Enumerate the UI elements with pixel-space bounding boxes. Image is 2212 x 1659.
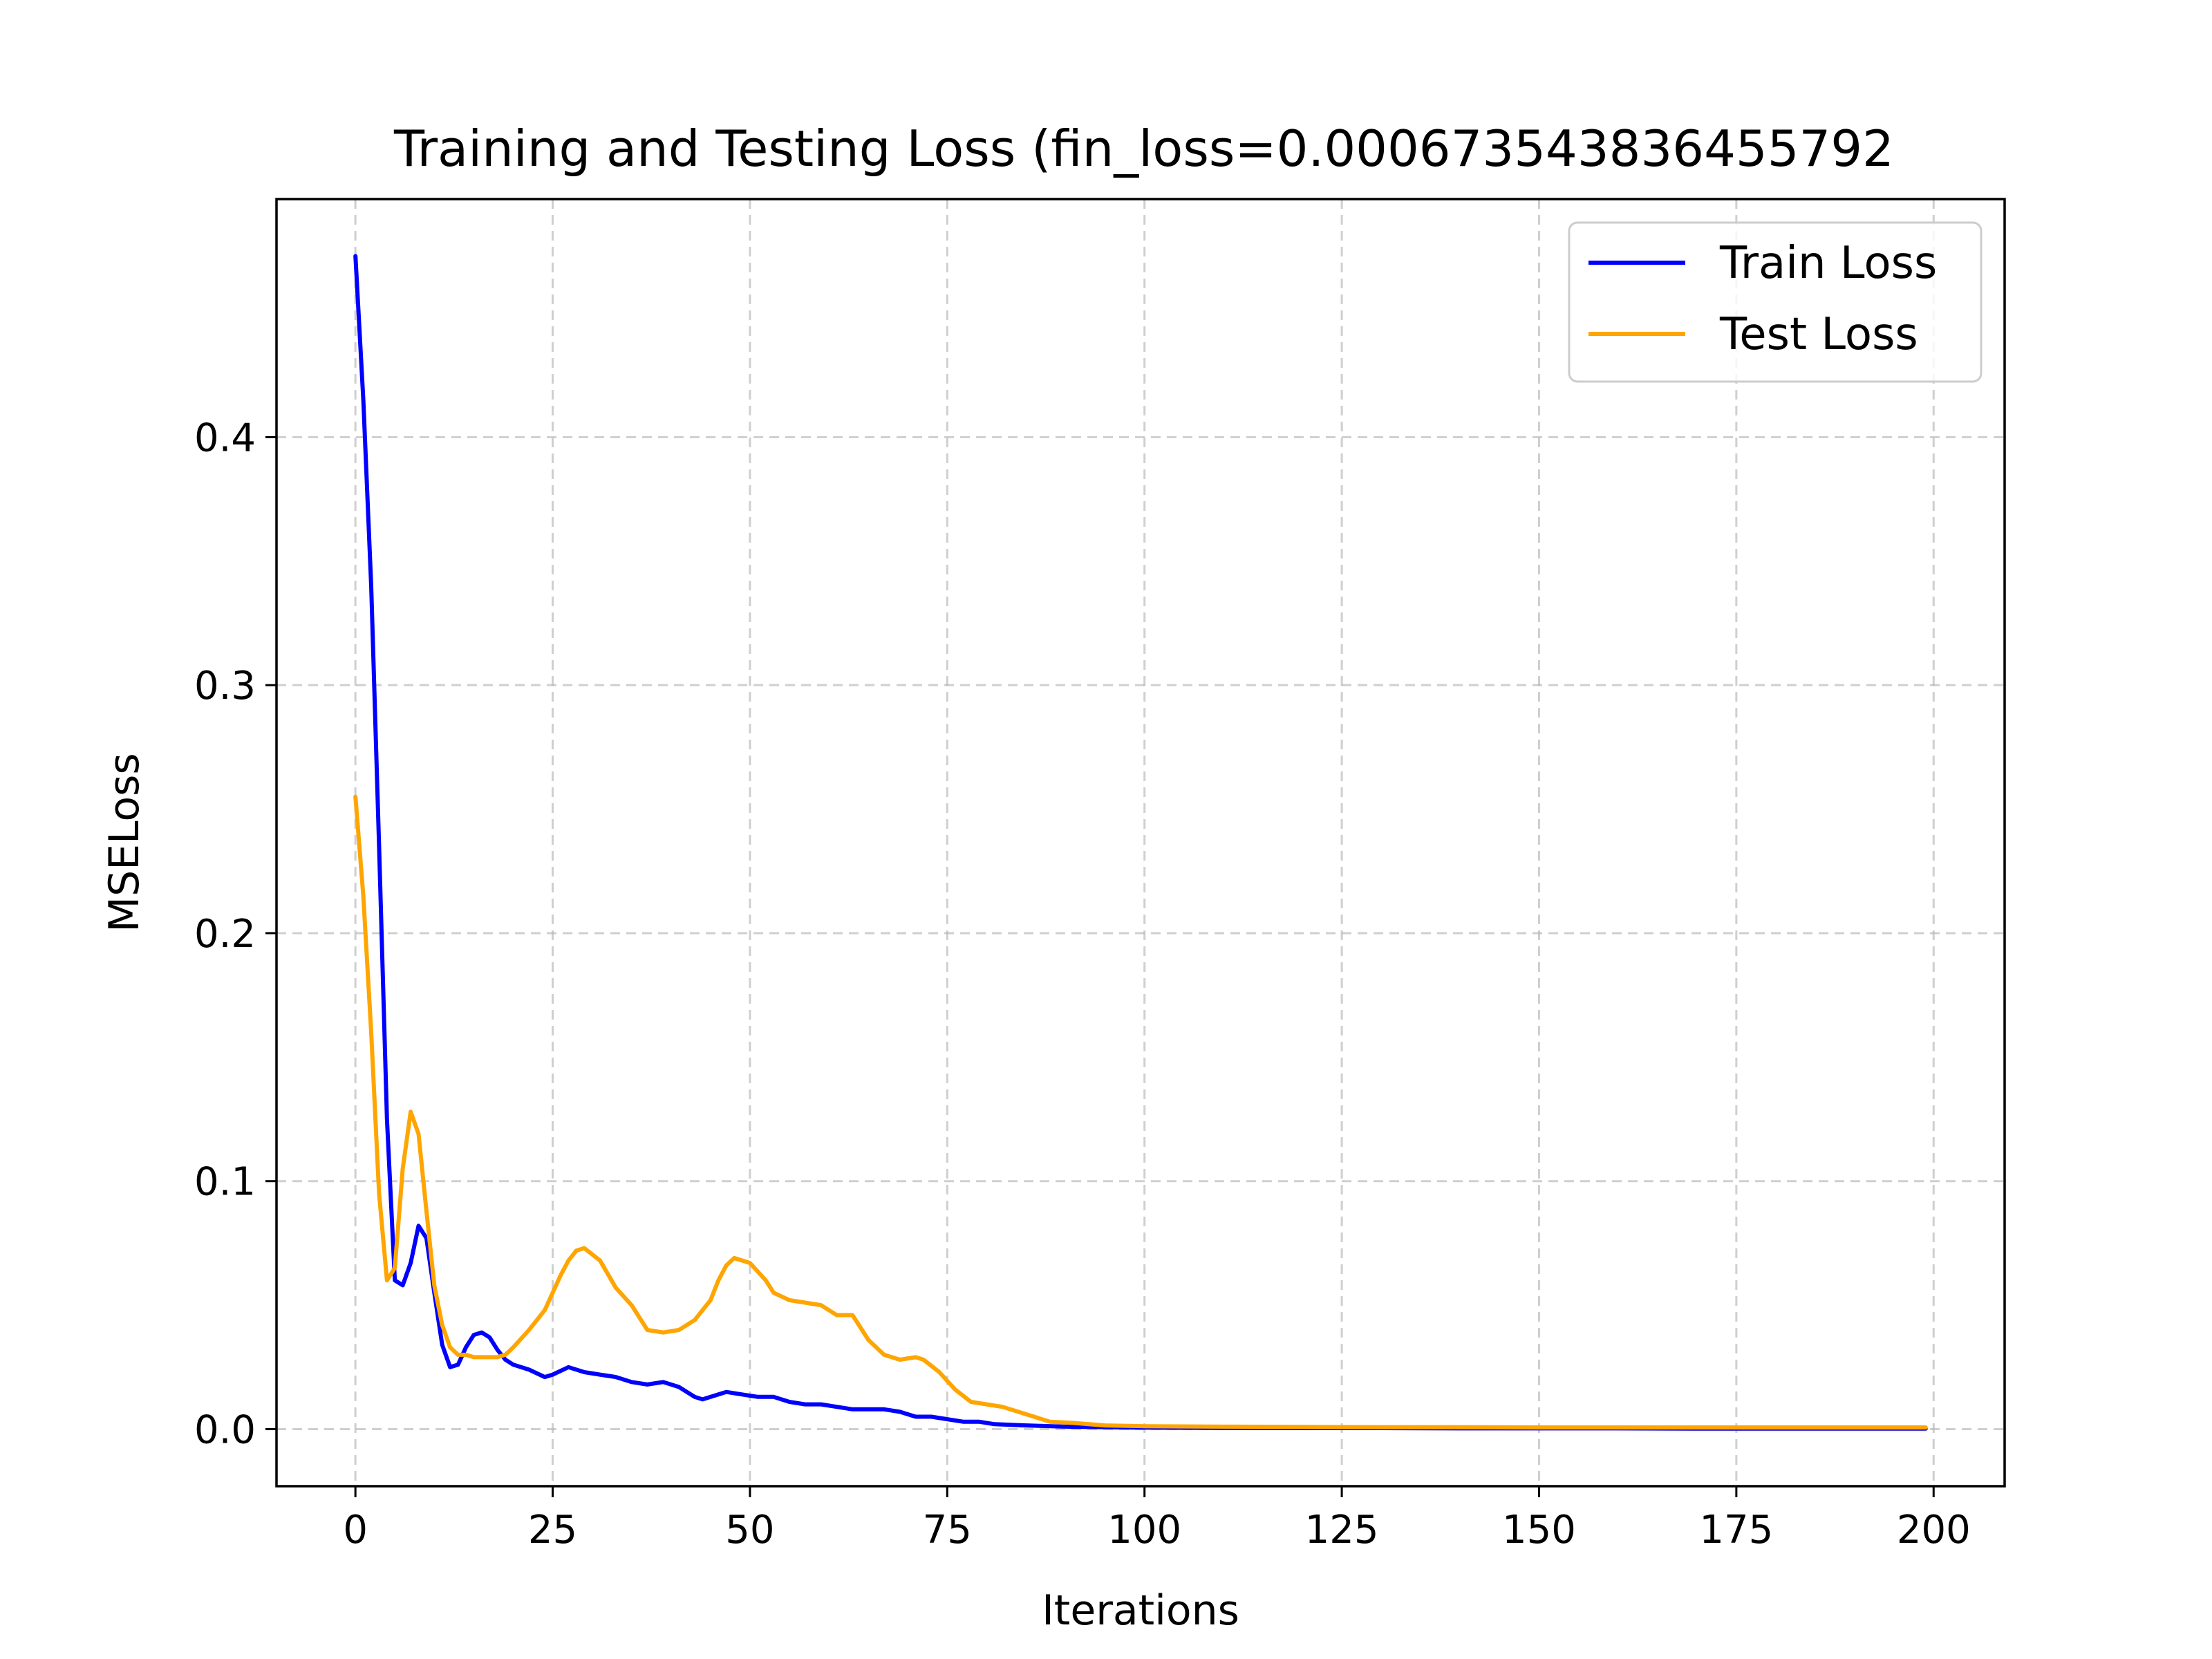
x-tick-label: 175: [1699, 1508, 1773, 1553]
y-axis: 0.0 0.1 0.2 0.3 0.4: [194, 415, 276, 1452]
y-tick-label: 0.4: [194, 415, 256, 460]
x-axis: 0 25 50 75 100 125 150 175 200: [343, 1486, 1971, 1553]
x-tick-label: 150: [1502, 1508, 1576, 1553]
y-tick-label: 0.0: [194, 1407, 256, 1452]
plot-area-frame: [275, 198, 2006, 1488]
y-tick-label: 0.3: [194, 664, 256, 709]
test-loss-line: [353, 794, 1928, 1430]
x-tick-label: 50: [725, 1508, 774, 1553]
x-axis-label: Iterations: [1042, 1586, 1239, 1635]
y-tick-label: 0.1: [194, 1160, 256, 1205]
x-tick-label: 200: [1897, 1508, 1971, 1553]
chart-title: Training and Testing Loss (fin_loss=0.00…: [393, 120, 1894, 178]
legend: Train Loss Test Loss: [1568, 221, 1983, 383]
y-tick-label: 0.2: [194, 912, 256, 957]
x-tick-label: 25: [528, 1508, 577, 1553]
y-axis-label: MSELoss: [100, 753, 149, 932]
x-tick-label: 125: [1305, 1508, 1379, 1553]
series-group: [353, 254, 1928, 1431]
x-tick-label: 75: [923, 1508, 972, 1553]
x-tick-label: 100: [1107, 1508, 1181, 1553]
legend-label-test: Test Loss: [1719, 309, 1918, 360]
legend-label-train: Train Loss: [1719, 238, 1937, 289]
x-tick-label: 0: [343, 1508, 368, 1553]
